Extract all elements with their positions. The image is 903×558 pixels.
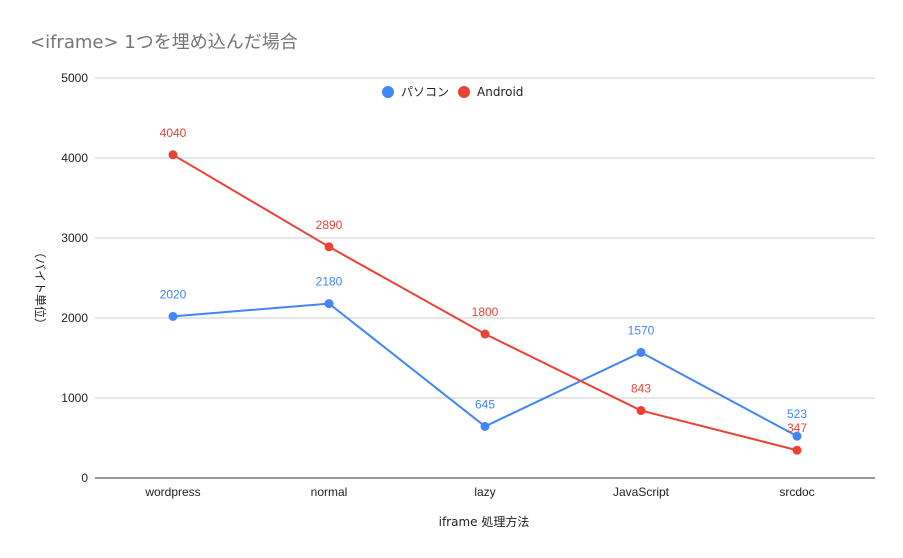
- y-tick-label: 0: [81, 471, 88, 485]
- x-tick-label: lazy: [474, 485, 495, 499]
- series-points: [168, 150, 802, 455]
- x-tick-label: JavaScript: [613, 485, 670, 499]
- data-point: [324, 299, 334, 309]
- gridlines: [95, 77, 875, 479]
- data-point: [324, 242, 334, 252]
- data-label: 347: [787, 421, 807, 435]
- data-label: 1800: [472, 305, 499, 319]
- y-axis-title: （バイト単位）: [33, 246, 48, 330]
- legend: パソコン Android: [382, 85, 523, 99]
- data-point: [480, 421, 490, 431]
- data-point: [792, 431, 802, 441]
- x-tick-label: normal: [311, 485, 348, 499]
- legend-entry: パソコン: [401, 85, 449, 99]
- legend-marker: [382, 86, 394, 98]
- data-point: [480, 329, 490, 339]
- data-label: 1570: [628, 323, 655, 337]
- x-tick-label: wordpress: [144, 485, 200, 499]
- x-tick-label: srcdoc: [779, 485, 814, 499]
- x-tick-labels: wordpress normal lazy JavaScript srcdoc: [144, 485, 814, 499]
- data-label: 645: [475, 397, 495, 411]
- y-tick-label: 1000: [61, 391, 88, 405]
- y-tick-label: 3000: [61, 231, 88, 245]
- y-tick-label: 2000: [61, 311, 88, 325]
- y-tick-label: 4000: [61, 151, 88, 165]
- data-label: 2180: [316, 275, 343, 289]
- data-label: 523: [787, 407, 807, 421]
- series-line: [172, 302, 798, 438]
- chart-title: <iframe> 1つを埋め込んだ場合: [30, 32, 298, 53]
- data-labels: 2020 2180 645 1570 523 4040 2890 1800 843 347: [160, 126, 808, 435]
- data-label: 4040: [160, 126, 187, 140]
- data-label: 2020: [160, 287, 187, 301]
- data-point: [792, 445, 802, 455]
- y-tick-labels: 0 1000 2000 3000 4000 5000: [61, 71, 88, 485]
- y-tick-label: 5000: [61, 71, 88, 85]
- data-point: [636, 406, 646, 416]
- data-label: 843: [631, 382, 651, 396]
- data-point: [168, 150, 178, 160]
- data-label: 2890: [316, 218, 343, 232]
- legend-marker: [458, 86, 470, 98]
- data-point: [636, 347, 646, 357]
- data-point: [168, 311, 178, 321]
- x-axis-title: iframe 処理方法: [439, 514, 530, 529]
- legend-entry: Android: [477, 85, 523, 99]
